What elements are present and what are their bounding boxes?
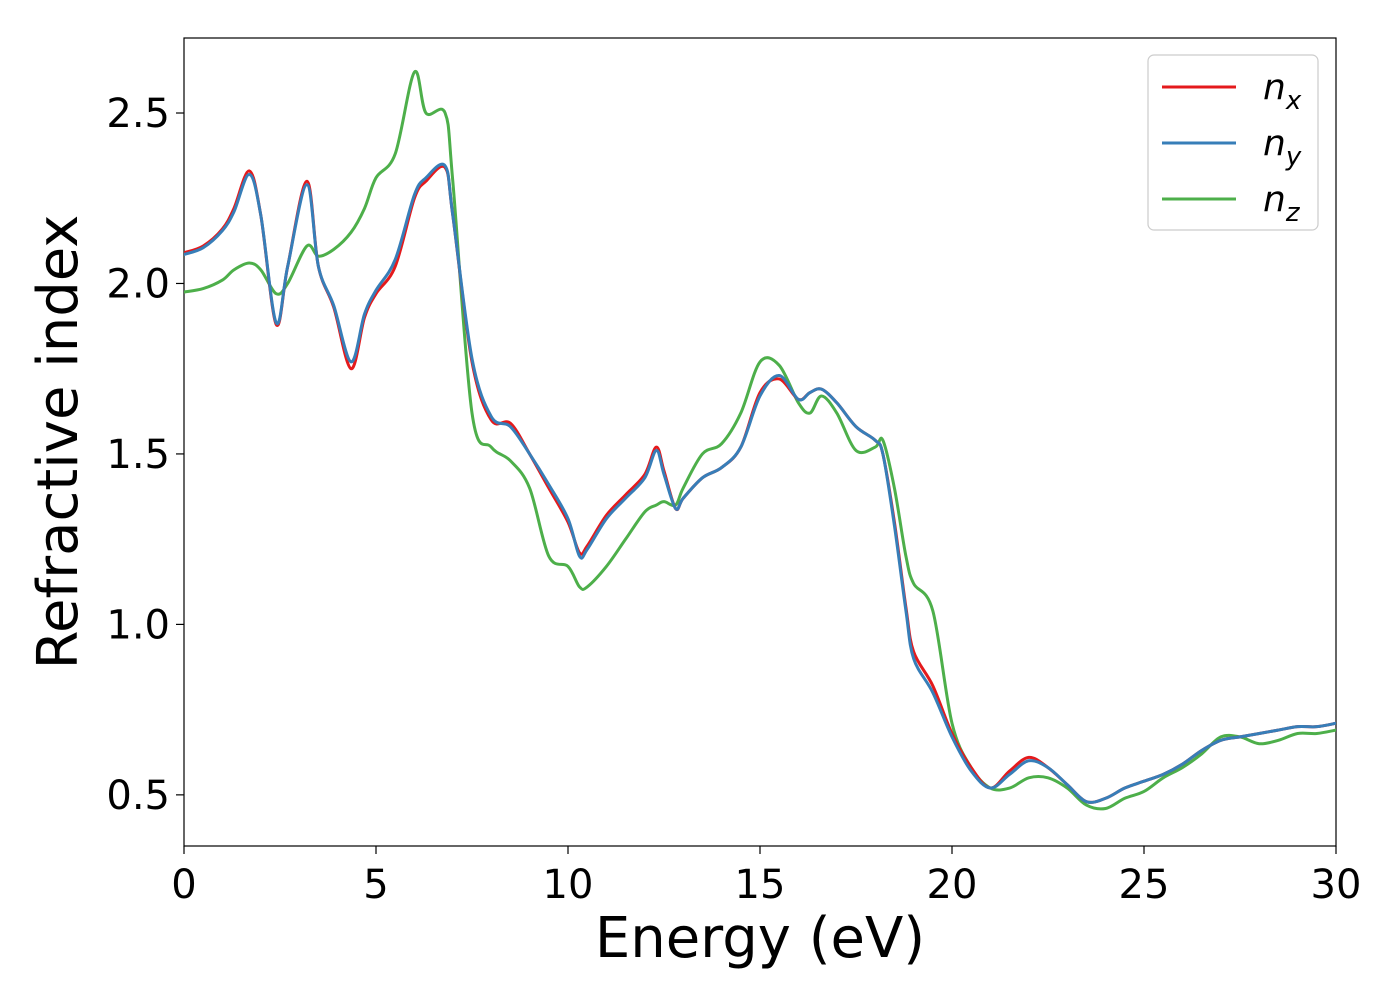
y-tick-label: 2.0 xyxy=(106,261,170,307)
y-tick-label: 1.0 xyxy=(106,602,170,648)
y-axis-label: Refractive index xyxy=(26,215,91,670)
legend-label-n-y: ny xyxy=(1263,123,1302,172)
x-tick-label: 0 xyxy=(171,862,196,908)
y-tick-label: 1.5 xyxy=(106,432,170,478)
series-line-n-y xyxy=(184,162,1336,804)
x-axis-label: Energy (eV) xyxy=(595,906,925,971)
legend: nx ny nz xyxy=(1147,54,1319,231)
legend-label-n-x: nx xyxy=(1263,67,1302,116)
x-tick-label: 25 xyxy=(1119,862,1170,908)
x-tick-label: 10 xyxy=(543,862,594,908)
series-line-n-z xyxy=(184,70,1336,811)
y-axis-ticks: 0.5 1.0 1.5 2.0 2.5 xyxy=(106,91,184,819)
x-axis-ticks: 0 5 10 15 20 25 30 xyxy=(171,846,1361,908)
series-layer xyxy=(184,70,1336,811)
x-tick-label: 20 xyxy=(927,862,978,908)
x-tick-label: 30 xyxy=(1311,862,1362,908)
x-tick-label: 15 xyxy=(735,862,786,908)
x-tick-label: 5 xyxy=(363,862,388,908)
y-tick-label: 0.5 xyxy=(106,773,170,819)
plot-area xyxy=(183,37,1337,847)
y-tick-label: 2.5 xyxy=(106,91,170,137)
legend-label-n-z: nz xyxy=(1263,179,1301,228)
